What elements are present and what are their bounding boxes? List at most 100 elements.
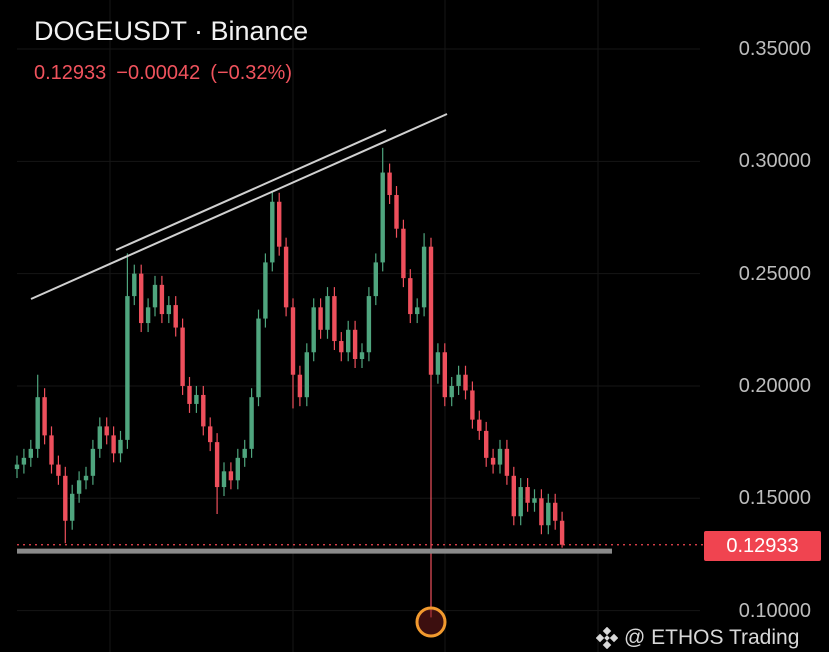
y-tick: 0.15000	[738, 487, 811, 510]
candle	[504, 439, 510, 485]
candle-body	[380, 172, 385, 263]
candle-body	[401, 228, 406, 279]
candle-body	[497, 448, 503, 465]
candle-body	[290, 307, 296, 375]
candle	[283, 237, 289, 317]
candle	[242, 439, 247, 467]
candle	[484, 421, 489, 467]
candle	[311, 298, 316, 362]
candle-body	[35, 397, 40, 449]
grid	[17, 0, 700, 652]
candle-body	[173, 305, 178, 328]
candle-body	[28, 448, 33, 458]
candle-body	[435, 352, 441, 375]
candle	[132, 264, 137, 306]
candle	[35, 374, 40, 458]
candle	[221, 462, 227, 497]
candle	[546, 493, 551, 535]
candle-body	[311, 307, 316, 353]
candle-body	[339, 341, 344, 353]
candle	[352, 320, 358, 368]
candle	[525, 478, 530, 512]
candle-body	[263, 262, 268, 319]
candle	[373, 253, 378, 306]
candle-body	[470, 390, 475, 420]
change: −0.00042	[116, 62, 201, 84]
candle	[511, 466, 516, 526]
candle-body	[359, 352, 365, 360]
trendline-inner[interactable]	[115, 129, 387, 251]
candle	[166, 296, 171, 324]
candle	[187, 376, 192, 413]
candle-body	[394, 195, 399, 229]
candle-body	[228, 471, 234, 481]
candle	[208, 417, 213, 452]
candle	[339, 332, 344, 362]
y-tick: 0.20000	[738, 374, 811, 397]
candle	[28, 439, 33, 467]
candle	[277, 192, 282, 256]
candle	[56, 455, 61, 485]
candle-body	[387, 172, 392, 196]
candle-body	[242, 448, 247, 458]
candle	[442, 343, 447, 407]
candle-body	[70, 493, 75, 521]
candle	[518, 478, 523, 526]
candle-body	[318, 307, 323, 330]
candle	[180, 318, 185, 395]
candle	[263, 253, 268, 328]
candle	[42, 388, 47, 445]
candle	[90, 439, 96, 485]
candle	[63, 466, 68, 544]
candle-body	[125, 296, 130, 440]
candle	[270, 190, 275, 272]
candle	[408, 269, 413, 324]
candle	[428, 237, 434, 618]
candle-body	[511, 475, 516, 517]
candle	[490, 448, 496, 474]
candle-body	[56, 464, 61, 476]
candle-body	[421, 246, 427, 308]
candle	[97, 417, 102, 458]
candle	[532, 489, 537, 512]
y-tick: 0.25000	[738, 262, 811, 285]
candle-body	[132, 273, 137, 297]
candle	[76, 471, 82, 503]
candle-body	[214, 442, 220, 488]
candle-body	[90, 448, 96, 476]
candle-body	[463, 374, 468, 391]
candle	[14, 455, 20, 479]
candle-body	[49, 435, 54, 465]
candle	[346, 320, 351, 362]
candle	[125, 253, 130, 449]
candle	[235, 448, 240, 490]
candle-body	[152, 284, 158, 308]
candle	[70, 484, 75, 530]
candle-body	[194, 394, 199, 404]
candle-body	[21, 457, 27, 465]
y-tick: 0.30000	[738, 150, 811, 173]
candle-body	[449, 385, 454, 398]
candle	[21, 448, 27, 474]
candle-body	[490, 457, 496, 465]
change-percent: (−0.32%)	[210, 62, 292, 84]
candle	[152, 275, 158, 317]
candle-body	[256, 318, 261, 398]
candle-body	[159, 284, 165, 315]
trendline-outer[interactable]	[30, 113, 448, 300]
candle-body	[145, 307, 151, 324]
candle	[318, 298, 323, 339]
candle-body	[408, 278, 413, 315]
candle	[366, 287, 372, 362]
candle	[104, 417, 109, 445]
candle-body	[518, 487, 523, 517]
last-price-label: 0.12933	[704, 531, 821, 561]
candle-body	[221, 471, 227, 488]
candle-body	[553, 502, 558, 521]
candles	[14, 147, 565, 618]
candle-body	[249, 397, 254, 449]
candle-body	[297, 374, 303, 398]
candle-body	[525, 487, 530, 503]
watermark-text: @ ETHOS Trading	[624, 626, 800, 649]
